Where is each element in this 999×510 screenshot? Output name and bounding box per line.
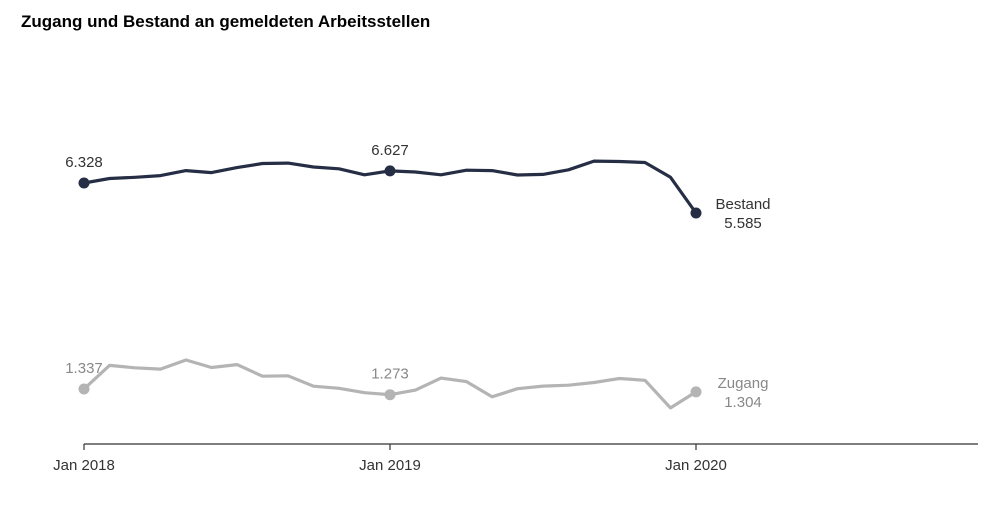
data-point-bestand — [78, 177, 90, 189]
data-label: 1.273 — [371, 366, 409, 383]
chart-title: Zugang und Bestand an gemeldeten Arbeits… — [21, 12, 431, 31]
x-axis: Jan 2018 Jan 2019 Jan 2020 — [53, 443, 978, 474]
data-label: 5.585 — [724, 215, 762, 232]
series-name-label: Bestand — [715, 196, 770, 213]
data-label: 6.627 — [371, 142, 409, 159]
data-point-bestand — [384, 165, 396, 177]
data-point-zugang — [384, 389, 396, 401]
data-point-zugang — [690, 386, 702, 398]
data-point-bestand — [690, 207, 702, 219]
x-tick-label: Jan 2020 — [665, 457, 727, 474]
series-zugang: 1.337 1.273 Zugang 1.304 — [65, 358, 769, 411]
data-label: 6.328 — [65, 154, 103, 171]
x-tick-label: Jan 2018 — [53, 457, 115, 474]
data-label: 1.337 — [65, 360, 103, 377]
series-name-label: Zugang — [718, 375, 769, 392]
x-tick-label: Jan 2019 — [359, 457, 421, 474]
data-label: 1.304 — [724, 394, 762, 411]
data-point-zugang — [78, 383, 90, 395]
series-bestand: 6.328 6.627 Bestand 5.585 — [65, 142, 770, 232]
